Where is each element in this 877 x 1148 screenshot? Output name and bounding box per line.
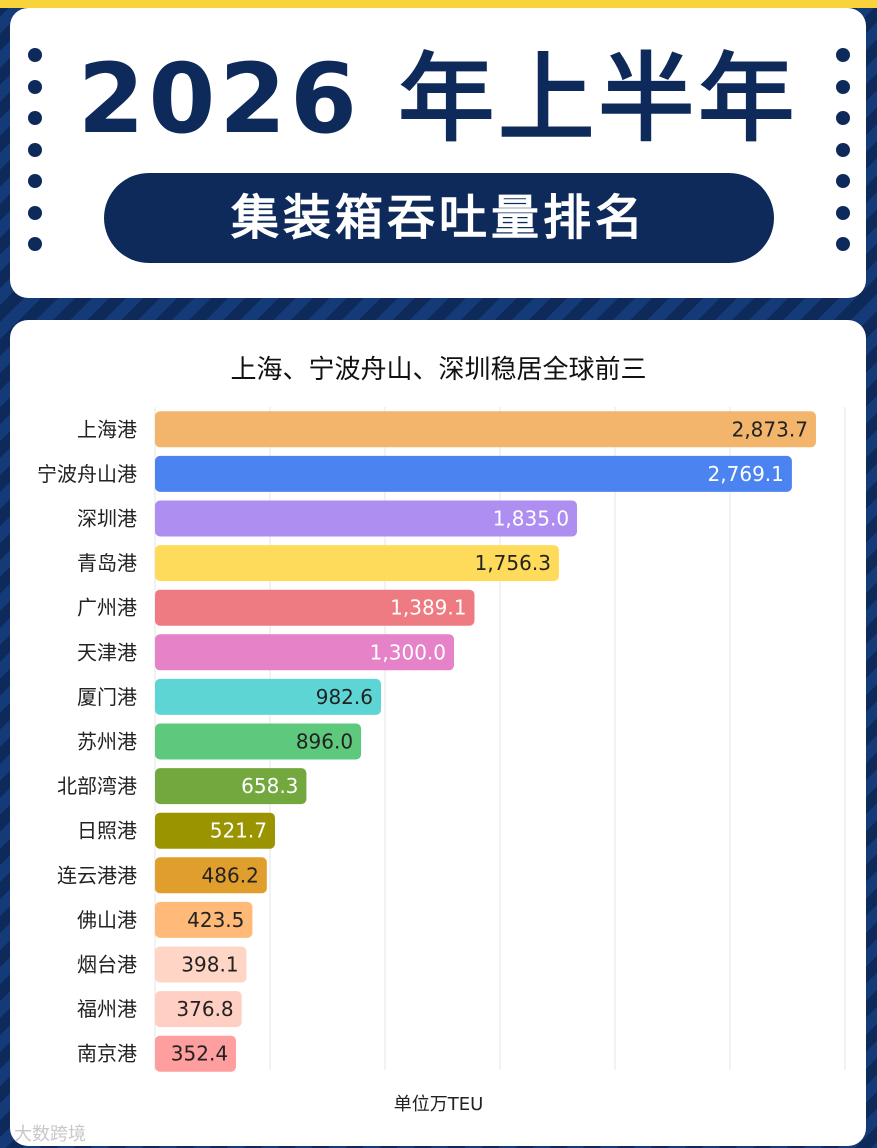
decor-dot: [28, 205, 42, 220]
decor-dot: [836, 237, 850, 251]
decor-dot: [28, 174, 42, 188]
value-label: 2,873.7: [732, 417, 808, 441]
decor-dot: [836, 174, 850, 188]
decor-dot: [836, 205, 850, 220]
category-label: 广州港: [77, 596, 137, 620]
category-label: 青岛港: [77, 551, 137, 575]
value-label: 1,835.0: [493, 507, 569, 531]
value-label: 376.8: [176, 997, 233, 1021]
category-label: 上海港: [77, 417, 137, 441]
category-label: 厦门港: [77, 685, 137, 709]
value-label: 398.1: [181, 953, 238, 977]
decor-dot: [836, 48, 850, 62]
category-label: 深圳港: [77, 507, 137, 531]
right-dot-column: [836, 48, 850, 269]
decor-dot: [28, 79, 42, 94]
decor-dot: [28, 237, 42, 251]
bar: [155, 1035, 237, 1072]
unit-label: 单位万TEU: [393, 1094, 484, 1115]
top-accent-strip: [0, 0, 877, 8]
decor-dot: [836, 79, 850, 94]
value-label: 1,756.3: [475, 551, 551, 575]
category-label: 佛山港: [77, 908, 137, 932]
value-label: 352.4: [171, 1042, 228, 1066]
bar: [155, 857, 267, 894]
value-label: 982.6: [316, 685, 373, 709]
category-label: 连云港港: [57, 863, 137, 887]
bar: [155, 455, 792, 492]
header-card: 2026 年上半年 集装箱吞吐量排名: [10, 8, 866, 298]
value-label: 1,300.0: [370, 640, 446, 664]
value-label: 423.5: [187, 908, 244, 932]
category-label: 南京港: [77, 1042, 137, 1066]
category-label: 北部湾港: [57, 774, 137, 798]
bar: [155, 545, 559, 582]
decor-dot: [28, 142, 42, 157]
decor-dot: [28, 111, 42, 125]
category-label: 日照港: [77, 819, 137, 843]
decor-dot: [28, 48, 42, 62]
bar: [155, 901, 253, 938]
bar: [155, 723, 362, 760]
decor-dot: [836, 142, 850, 157]
bar: [155, 768, 307, 805]
left-dot-column: [28, 48, 42, 269]
chart-title: 上海、宁波舟山、深圳稳居全球前三: [230, 355, 647, 385]
category-label: 苏州港: [77, 730, 137, 754]
bar: [155, 634, 454, 671]
page-title: 2026 年上半年: [77, 43, 799, 155]
value-label: 1,389.1: [390, 596, 466, 620]
category-label: 宁波舟山港: [37, 462, 137, 486]
bar: [155, 500, 578, 537]
bar: [155, 411, 816, 448]
value-label: 521.7: [210, 819, 267, 843]
watermark-text: 大数跨境: [14, 1124, 86, 1145]
bar: [155, 589, 475, 626]
value-label: 486.2: [202, 863, 259, 887]
category-label: 福州港: [77, 997, 137, 1021]
category-label: 烟台港: [77, 953, 137, 977]
decor-dot: [836, 111, 850, 125]
bar: [155, 946, 247, 983]
value-label: 2,769.1: [708, 462, 784, 486]
bar: [155, 678, 381, 715]
value-label: 896.0: [296, 730, 353, 754]
value-label: 658.3: [241, 774, 298, 798]
bar: [155, 991, 242, 1028]
category-label: 天津港: [77, 640, 137, 664]
bar: [155, 812, 275, 849]
subtitle-pill: 集装箱吞吐量排名: [104, 173, 774, 263]
